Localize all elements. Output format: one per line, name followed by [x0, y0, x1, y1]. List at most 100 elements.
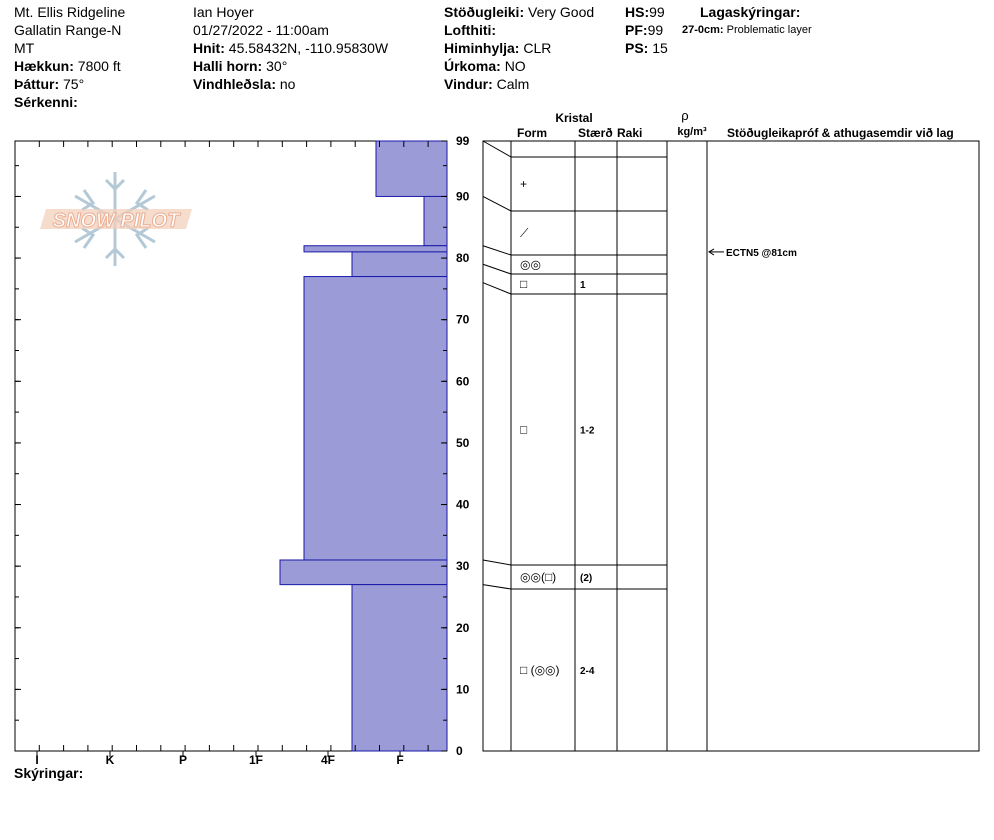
x-tick-label: F: [396, 753, 403, 767]
coordinates-value: 45.58432N, -110.95830W: [228, 40, 389, 56]
grain-table-frame: [482, 140, 980, 752]
elevation-row: Hækkun: 7800 ft: [14, 57, 121, 75]
crystal-column-title: Kristal: [555, 111, 592, 125]
hs-label: HS:: [625, 4, 650, 20]
hardness-bar: [351, 251, 448, 278]
slope-label: Halli horn:: [193, 58, 263, 74]
hardness-bar: [423, 195, 448, 247]
air-temp-row: Lofthiti:: [444, 21, 496, 39]
wind-loading-row: Vindhleðsla: no: [193, 75, 295, 93]
logo-banner: [40, 209, 192, 229]
grain-row-connector: [482, 282, 512, 295]
test-arrow-head: [708, 248, 715, 256]
grain-form-symbol: ◎◎: [520, 258, 541, 272]
grain-size-value: (2): [580, 573, 592, 584]
stability-tests: ECTN5 @81cm: [708, 248, 797, 259]
x-tick-label: I: [35, 753, 38, 767]
grain-form-symbol: ◎◎(□): [520, 570, 556, 584]
precip-label: Úrkoma:: [444, 58, 501, 74]
pf-label: PF:: [625, 22, 648, 38]
wind-loading-label: Vindhleðsla:: [193, 76, 276, 92]
grain-size-value: 2-4: [580, 666, 595, 677]
layer-note-range: 27-0cm:: [682, 24, 724, 36]
hardness-bar: [303, 245, 448, 253]
y-tick-label: 70: [456, 313, 470, 327]
density-symbol: ρ: [681, 108, 688, 123]
hardness-bar: [375, 140, 448, 197]
location-name: Mt. Ellis Ridgeline: [14, 4, 126, 20]
aspect-row: Þáttur: 75°: [14, 75, 84, 93]
layer-notes-title: Lagaskýringar:: [700, 4, 801, 20]
sky-label: Himinhylja:: [444, 40, 520, 56]
density-unit: kg/m³: [677, 126, 707, 138]
y-tick-label: 20: [456, 621, 470, 635]
hs-value: 99: [649, 4, 665, 20]
y-tick-label: 99: [456, 134, 470, 148]
x-tick-label: K: [106, 753, 115, 767]
precip-value: NO: [504, 58, 526, 74]
coordinates-label: Hnit:: [193, 40, 225, 56]
hardness-ticks: [14, 140, 447, 757]
ps-value: 15: [652, 40, 668, 56]
hardness-bar: [303, 276, 448, 561]
y-tick-label: 80: [456, 251, 470, 265]
observer-name: Ian Hoyer: [193, 4, 254, 20]
grain-rows: + ⟋ ◎◎ □ 1 □ 1-2 ◎◎(□) (2) □ (◎◎) 2-4: [482, 140, 667, 677]
elevation-label: Hækkun:: [14, 58, 74, 74]
x-tick-label: P: [179, 753, 187, 767]
grain-row-connector: [482, 245, 512, 256]
aspect-label: Þáttur:: [14, 76, 60, 92]
hs-row: HS:99: [625, 3, 665, 21]
layer-note-text: Problematic layer: [726, 24, 812, 36]
form-column-header: Form: [517, 126, 547, 140]
snowpilot-logo: SNOW PILOT: [40, 172, 192, 266]
hardness-axis-labels: I K P 1F 4F F: [35, 753, 403, 767]
grain-form-symbol: □ (◎◎): [520, 663, 560, 677]
wind-value: Calm: [496, 76, 530, 92]
x-tick-label: 1F: [249, 753, 263, 767]
grain-size-value: 1: [580, 280, 586, 291]
x-tick-label: 4F: [321, 753, 335, 767]
comments-column-header: Stöðugleikapróf & athugasemdir við lag: [727, 126, 954, 140]
y-tick-label: 50: [456, 436, 470, 450]
slope-row: Halli horn: 30°: [193, 57, 287, 75]
y-tick-label: 40: [456, 498, 470, 512]
grain-size-value: 1-2: [580, 426, 595, 437]
size-column-header: Stærð: [578, 126, 613, 140]
coordinates-row: Hnit: 45.58432N, -110.95830W: [193, 39, 388, 57]
specifics-label: Sérkenni:: [14, 94, 78, 110]
y-tick-label: 0: [456, 744, 463, 758]
layer-note: 27-0cm: Problematic layer: [682, 24, 812, 37]
grain-row-connector: [482, 140, 512, 158]
stability-value: Very Good: [528, 4, 595, 20]
moisture-column-header: Raki: [617, 126, 642, 140]
test-label: ECTN5 @81cm: [726, 248, 797, 259]
y-tick-label: 90: [456, 189, 470, 203]
ps-row: PS: 15: [625, 39, 668, 57]
grain-form-symbol: +: [520, 177, 527, 191]
grain-form-symbol: □: [520, 423, 527, 437]
pf-value: 99: [647, 22, 664, 38]
grain-form-symbol: □: [520, 277, 527, 291]
range-name: Gallatin Range-N: [14, 22, 122, 38]
wind-loading-value: no: [279, 76, 296, 92]
y-tick-label: 10: [456, 682, 470, 696]
legend-label: Skýringar:: [14, 765, 83, 781]
wind-row: Vindur: Calm: [444, 75, 529, 93]
grain-form-symbol: ⟋: [520, 226, 529, 240]
slope-value: 30°: [266, 58, 288, 74]
sky-row: Himinhylja: CLR: [444, 39, 551, 57]
depth-axis-labels: 0 10 20 30 40 50 60 70 80 90 99: [456, 134, 470, 758]
stability-row: Stöðugleiki: Very Good: [444, 3, 594, 21]
sky-value: CLR: [523, 40, 552, 56]
state-name: MT: [14, 40, 35, 56]
stability-label: Stöðugleiki:: [444, 4, 525, 20]
precip-row: Úrkoma: NO: [444, 57, 526, 75]
observation-datetime: 01/27/2022 - 11:00am: [193, 22, 329, 38]
grain-row-connector: [482, 263, 512, 275]
hardness-bars: [279, 140, 448, 752]
hardness-bar: [351, 584, 448, 752]
logo-text: SNOW PILOT: [53, 210, 181, 232]
grain-row-connector: [482, 196, 512, 212]
